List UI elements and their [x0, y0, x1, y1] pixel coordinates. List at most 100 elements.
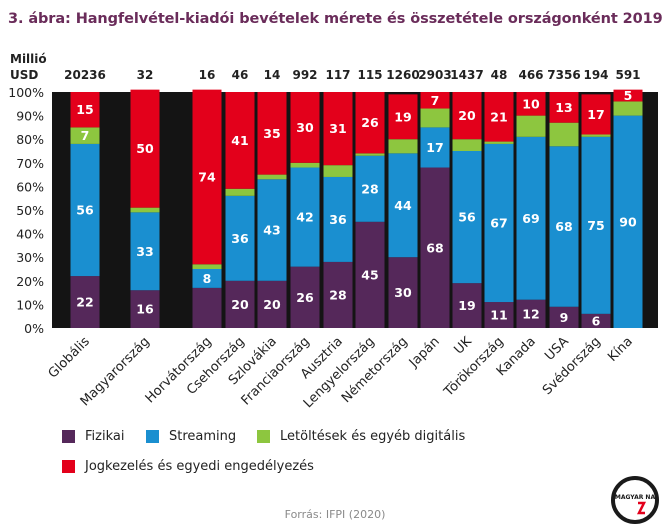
bar-segment-letoltesek-csehorszag: [225, 188, 255, 196]
bar-segment-streaming-usa: [549, 146, 579, 307]
data-label-fizikai-kanada: 12: [522, 306, 539, 321]
x-tick-label-uk: UK: [451, 334, 475, 358]
y-tick-label: 10%: [16, 297, 44, 312]
bar-segment-jogkezeles-franciaorszag: [290, 92, 320, 163]
bar-segment-jogkezeles-ausztria: [323, 92, 353, 166]
data-label-streaming-svedorszag: 75: [587, 218, 604, 233]
data-label-letoltesek-globalis: 7: [81, 128, 90, 143]
legend-swatch-fizikai: [62, 430, 75, 443]
legend-label-fizikai: Fizikai: [85, 429, 125, 444]
legend-label-streaming: Streaming: [169, 429, 237, 444]
svg-text:MAGYAR NA: MAGYAR NA: [615, 494, 656, 501]
unit-label-line1: Millió: [10, 52, 47, 66]
bar-segment-letoltesek-kanada: [516, 115, 546, 137]
stacked-bar-chart: 0%10%20%30%40%50%60%70%80%90%100%2256715…: [8, 68, 658, 411]
bar-segment-letoltesek-lengyelorszag: [355, 153, 385, 156]
bar-segment-fizikai-ausztria: [323, 261, 353, 328]
bar-segment-streaming-magyarorszag: [130, 212, 160, 291]
bar-segment-letoltesek-usa: [549, 122, 579, 147]
bar-segment-jogkezeles-csehorszag: [225, 92, 255, 189]
total-label-uk: 1437: [450, 68, 483, 82]
data-label-streaming-magyarorszag: 33: [136, 244, 153, 259]
bar-segment-fizikai-svedorszag: [581, 313, 611, 328]
bar-segment-streaming-lengyelorszag: [355, 155, 385, 222]
bar-segment-streaming-kina: [613, 115, 643, 328]
bar-segment-letoltesek-nemetorszag: [388, 139, 418, 154]
total-label-svedorszag: 194: [583, 68, 608, 82]
y-tick-label: 90%: [16, 109, 44, 124]
bar-segment-fizikai-torokorszag: [484, 302, 514, 328]
bar-segment-fizikai-franciaorszag: [290, 266, 320, 328]
bar-segment-fizikai-usa: [549, 306, 579, 328]
data-label-streaming-horvatorszag: 8: [203, 271, 212, 286]
bar-segment-jogkezeles-uk: [452, 92, 482, 140]
data-label-jogkezeles-magyarorszag: 50: [136, 141, 154, 156]
total-label-usa: 7356: [547, 68, 580, 82]
source-note: Forrás: IFPI (2020): [284, 508, 386, 521]
bar-segment-streaming-globalis: [70, 143, 100, 277]
data-label-jogkezeles-nemetorszag: 19: [394, 109, 411, 124]
bar-segment-letoltesek-szlovakia: [257, 174, 287, 180]
x-tick-label-globalis: Globális: [46, 334, 93, 381]
data-label-fizikai-ausztria: 28: [329, 287, 346, 302]
total-label-torokorszag: 48: [491, 68, 508, 82]
data-label-streaming-usa: 68: [555, 219, 572, 234]
bar-segment-letoltesek-japan: [420, 108, 450, 128]
bar-segment-fizikai-lengyelorszag: [355, 221, 385, 328]
y-tick-label: 100%: [8, 85, 44, 100]
bar-segment-letoltesek-horvatorszag: [192, 264, 222, 269]
chart-title: 3. ábra: Hangfelvétel-kiadói bevételek m…: [8, 11, 663, 27]
data-label-streaming-lengyelorszag: 28: [361, 181, 378, 196]
bar-segment-jogkezeles-horvatorszag: [192, 89, 222, 265]
x-tick-label-svedorszag: Svédország: [540, 334, 604, 398]
data-label-jogkezeles-torokorszag: 21: [490, 109, 507, 124]
data-label-jogkezeles-ausztria: 31: [329, 121, 346, 136]
legend-item-fizikai: Fizikai: [62, 429, 124, 444]
data-label-streaming-kina: 90: [619, 214, 637, 229]
data-label-fizikai-lengyelorszag: 45: [361, 267, 378, 282]
data-label-fizikai-uk: 19: [458, 298, 475, 313]
bar-segment-jogkezeles-svedorszag: [581, 94, 611, 135]
y-tick-label: 20%: [16, 274, 44, 289]
bar-segment-streaming-horvatorszag: [192, 269, 222, 288]
bar-segment-fizikai-magyarorszag: [130, 290, 160, 328]
total-label-franciaorszag: 992: [292, 68, 317, 82]
bar-segment-streaming-svedorszag: [581, 136, 611, 314]
legend-label-letoltesek: Letöltések és egyéb digitális: [280, 429, 466, 444]
bar-segment-jogkezeles-japan: [420, 92, 450, 109]
total-label-kina: 591: [615, 68, 640, 82]
y-tick-label: 80%: [16, 132, 44, 147]
data-label-streaming-globalis: 56: [76, 203, 94, 218]
data-label-jogkezeles-uk: 20: [458, 108, 476, 123]
data-label-fizikai-szlovakia: 20: [263, 297, 281, 312]
bar-segment-letoltesek-ausztria: [323, 165, 353, 177]
bar-segment-streaming-japan: [420, 127, 450, 168]
data-label-fizikai-torokorszag: 11: [490, 308, 507, 323]
data-label-streaming-ausztria: 36: [329, 212, 347, 227]
total-label-csehorszag: 46: [232, 68, 249, 82]
data-label-jogkezeles-kina: 5: [624, 88, 633, 103]
total-label-kanada: 466: [518, 68, 543, 82]
total-label-nemetorszag: 1260: [386, 68, 419, 82]
bar-segment-jogkezeles-usa: [549, 92, 579, 123]
total-label-japan: 2903: [418, 68, 451, 82]
bar-segment-jogkezeles-kanada: [516, 92, 546, 116]
bar-segment-fizikai-nemetorszag: [388, 257, 418, 328]
y-tick-label: 0%: [24, 321, 44, 336]
y-tick-label: 50%: [16, 203, 44, 218]
data-label-streaming-szlovakia: 43: [263, 223, 280, 238]
unit-label-line2: USD: [10, 68, 39, 82]
bar-segment-jogkezeles-lengyelorszag: [355, 92, 385, 154]
legend-item-jogkezeles: Jogkezelés és egyedi engedélyezés: [62, 459, 314, 474]
bar-segment-streaming-csehorszag: [225, 195, 255, 281]
bar-segment-jogkezeles-kina: [613, 89, 643, 102]
data-label-fizikai-globalis: 22: [76, 295, 93, 310]
x-tick-label-japan: Japán: [406, 334, 443, 371]
data-label-streaming-uk: 56: [458, 210, 476, 225]
data-label-jogkezeles-szlovakia: 35: [263, 126, 280, 141]
total-label-szlovakia: 14: [264, 68, 281, 82]
bar-segment-fizikai-uk: [452, 283, 482, 328]
bar-segment-letoltesek-franciaorszag: [290, 162, 320, 168]
bar-segment-fizikai-japan: [420, 167, 450, 328]
bar-segment-fizikai-csehorszag: [225, 280, 255, 328]
